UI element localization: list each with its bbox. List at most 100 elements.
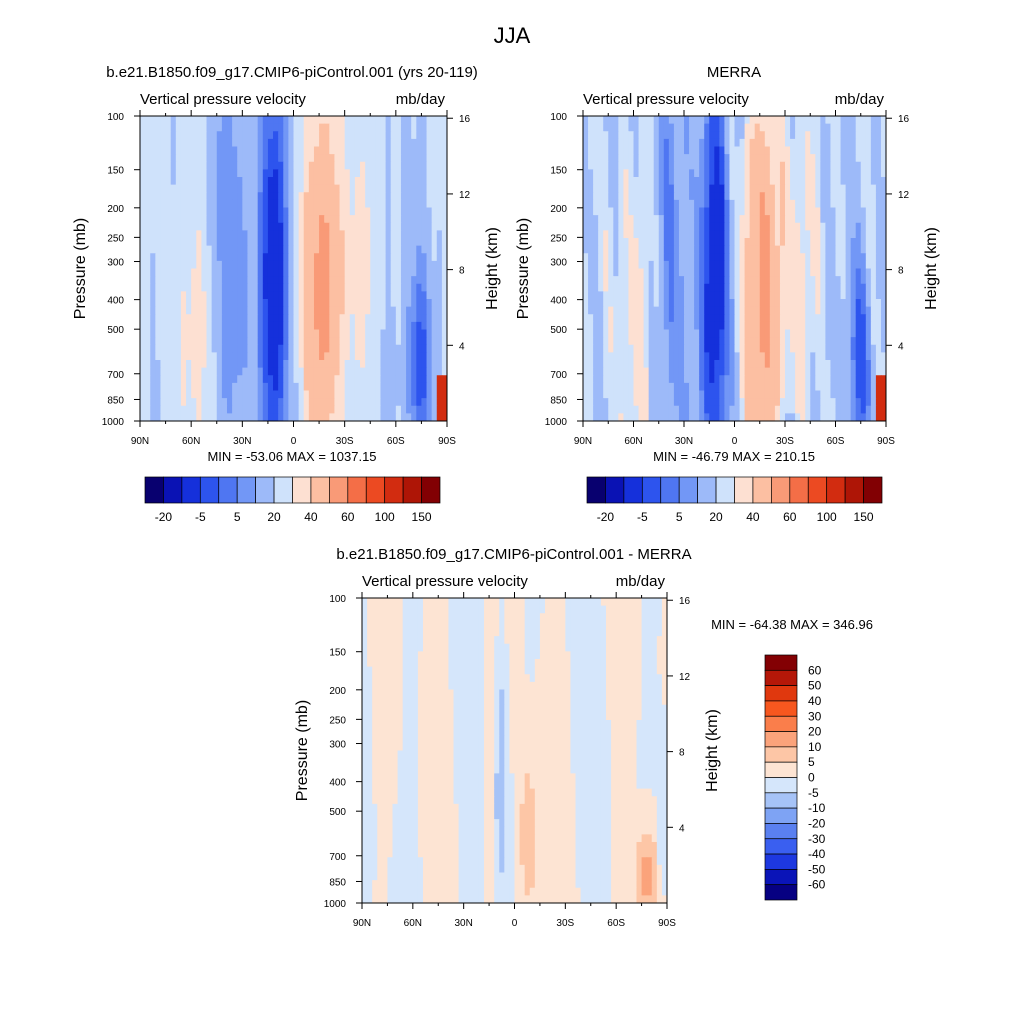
contour-cell xyxy=(226,238,233,247)
contour-cell xyxy=(288,222,294,231)
contour-cell xyxy=(658,283,665,292)
contour-cell xyxy=(303,299,310,308)
contour-cell xyxy=(855,245,862,254)
contour-cell xyxy=(739,245,746,254)
contour-cell xyxy=(140,169,146,178)
contour-cell xyxy=(380,268,387,277)
contour-cell xyxy=(684,329,690,338)
contour-cell xyxy=(779,238,786,247)
contour-cell xyxy=(754,283,761,292)
contour-cell xyxy=(293,123,300,132)
contour-cell xyxy=(288,161,294,170)
contour-cell xyxy=(850,382,857,392)
contour-cell xyxy=(180,276,187,285)
contour-cell xyxy=(324,123,330,132)
contour-cell xyxy=(334,367,341,376)
contour-cell xyxy=(663,314,670,323)
contour-cell xyxy=(694,161,700,170)
contour-cell xyxy=(719,161,725,170)
contour-cell xyxy=(689,276,695,285)
contour-cell xyxy=(845,177,852,186)
contour-cell xyxy=(411,230,417,239)
contour-cell xyxy=(785,337,791,346)
contour-cell xyxy=(795,116,801,125)
contour-cell xyxy=(790,199,796,209)
contour-cell xyxy=(308,184,315,193)
contour-cell xyxy=(694,215,700,224)
contour-cell xyxy=(406,116,412,125)
contour-cell xyxy=(211,276,218,285)
contour-cell xyxy=(216,138,223,148)
contour-cell xyxy=(278,344,284,353)
y-tick-label: 1000 xyxy=(545,417,568,428)
contour-cell xyxy=(658,329,665,338)
contour-cell xyxy=(759,207,766,216)
contour-cell xyxy=(663,299,670,308)
contour-cell xyxy=(754,398,761,407)
contour-cell xyxy=(583,138,589,148)
contour-cell xyxy=(643,360,650,369)
contour-cell xyxy=(226,360,233,369)
contour-cell xyxy=(699,146,705,155)
contour-cell xyxy=(395,154,402,163)
contour-cell xyxy=(390,199,397,209)
contour-cell xyxy=(719,215,725,224)
y-tick-label: 250 xyxy=(107,233,124,244)
contour-cell xyxy=(643,405,650,414)
contour-cell xyxy=(855,154,862,163)
contour-cell xyxy=(344,230,351,239)
contour-cell xyxy=(805,299,811,308)
y-tick-label: 1000 xyxy=(102,417,125,428)
contour-cell xyxy=(155,337,161,346)
contour-cell xyxy=(875,245,882,254)
contour-cell xyxy=(436,199,443,209)
contour-cell xyxy=(283,413,289,422)
contour-cell xyxy=(840,306,847,315)
contour-cell xyxy=(673,131,680,140)
contour-cell xyxy=(247,268,254,277)
contour-cell xyxy=(699,413,705,422)
contour-cell xyxy=(436,344,443,353)
contour-cell xyxy=(298,268,305,277)
contour-cell xyxy=(257,154,264,163)
contour-cell xyxy=(319,116,325,125)
contour-cell xyxy=(870,268,877,277)
contour-cell xyxy=(247,253,254,262)
contour-cell xyxy=(638,123,645,132)
contour-cell xyxy=(830,375,836,384)
contour-cell xyxy=(764,299,771,308)
contour-cell xyxy=(354,337,361,346)
contour-cell xyxy=(648,245,655,254)
contour-cell xyxy=(790,260,796,270)
contour-cell xyxy=(395,146,402,155)
contour-cell xyxy=(689,268,695,277)
contour-cell xyxy=(375,199,381,209)
colorbar-label: 150 xyxy=(412,510,432,524)
contour-cell xyxy=(160,238,167,247)
contour-cell xyxy=(160,199,167,209)
contour-cell xyxy=(739,215,746,224)
contour-cell xyxy=(365,268,371,277)
contour-cell xyxy=(774,375,781,384)
contour-cell xyxy=(779,352,786,361)
contour-cell xyxy=(744,199,751,209)
contour-cell xyxy=(170,177,177,186)
contour-cell xyxy=(431,375,438,384)
contour-cell xyxy=(426,199,433,209)
contour-cell xyxy=(638,299,645,308)
contour-cell xyxy=(643,299,650,308)
contour-cell xyxy=(689,192,695,201)
contour-cell xyxy=(180,367,187,376)
contour-cell xyxy=(593,245,599,254)
contour-cell xyxy=(273,337,279,346)
contour-cell xyxy=(441,390,448,399)
contour-cell xyxy=(360,390,366,399)
contour-cell xyxy=(360,238,366,247)
contour-cell xyxy=(744,337,751,346)
contour-cell xyxy=(349,138,356,148)
contour-cell xyxy=(623,413,629,422)
contour-cell xyxy=(293,253,300,262)
contour-cell xyxy=(583,199,589,209)
contour-cell xyxy=(160,215,167,224)
contour-cell xyxy=(191,291,197,300)
